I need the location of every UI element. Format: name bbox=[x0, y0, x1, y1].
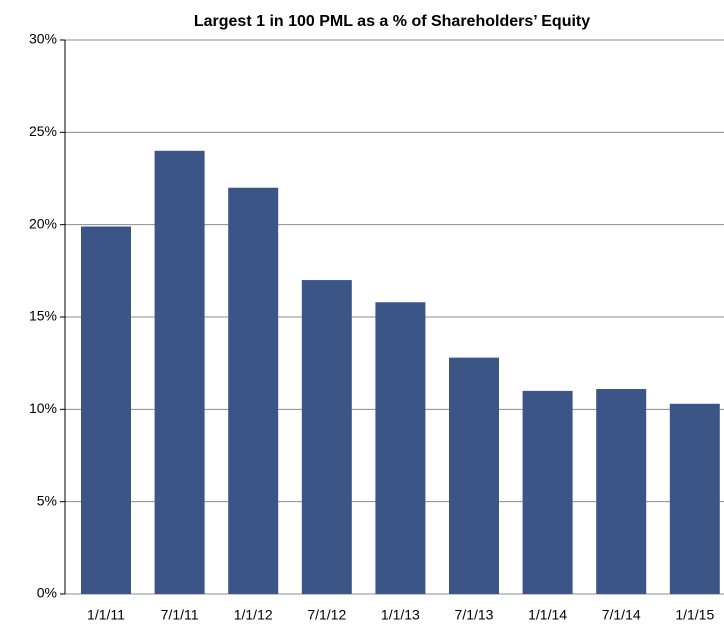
chart-title: Largest 1 in 100 PML as a % of Sharehold… bbox=[194, 13, 590, 30]
x-tick-label: 1/1/12 bbox=[234, 607, 273, 623]
bar bbox=[81, 226, 131, 594]
x-tick-label: 1/1/15 bbox=[675, 607, 714, 623]
bar bbox=[301, 280, 352, 594]
bar bbox=[154, 150, 205, 595]
y-tick-label: 5% bbox=[37, 492, 57, 508]
bar bbox=[375, 302, 426, 594]
bar bbox=[228, 187, 279, 594]
x-tick-label: 1/1/13 bbox=[381, 607, 420, 623]
bar bbox=[449, 357, 499, 594]
y-tick-label: 20% bbox=[29, 215, 57, 231]
x-tick-label: 7/1/14 bbox=[602, 607, 641, 623]
x-tick-label: 1/1/11 bbox=[87, 607, 125, 623]
bar bbox=[522, 390, 573, 594]
bar bbox=[596, 389, 647, 594]
x-tick-label: 7/1/12 bbox=[307, 607, 346, 623]
y-tick-label: 0% bbox=[37, 585, 57, 601]
y-tick-label: 10% bbox=[29, 400, 57, 416]
x-tick-label: 7/1/11 bbox=[161, 607, 199, 623]
y-tick-label: 15% bbox=[29, 308, 57, 324]
x-tick-label: 1/1/14 bbox=[528, 607, 567, 623]
y-tick-label: 25% bbox=[29, 123, 57, 139]
y-tick-label: 30% bbox=[29, 31, 57, 47]
x-tick-label: 7/1/13 bbox=[455, 607, 494, 623]
bar bbox=[669, 403, 720, 594]
